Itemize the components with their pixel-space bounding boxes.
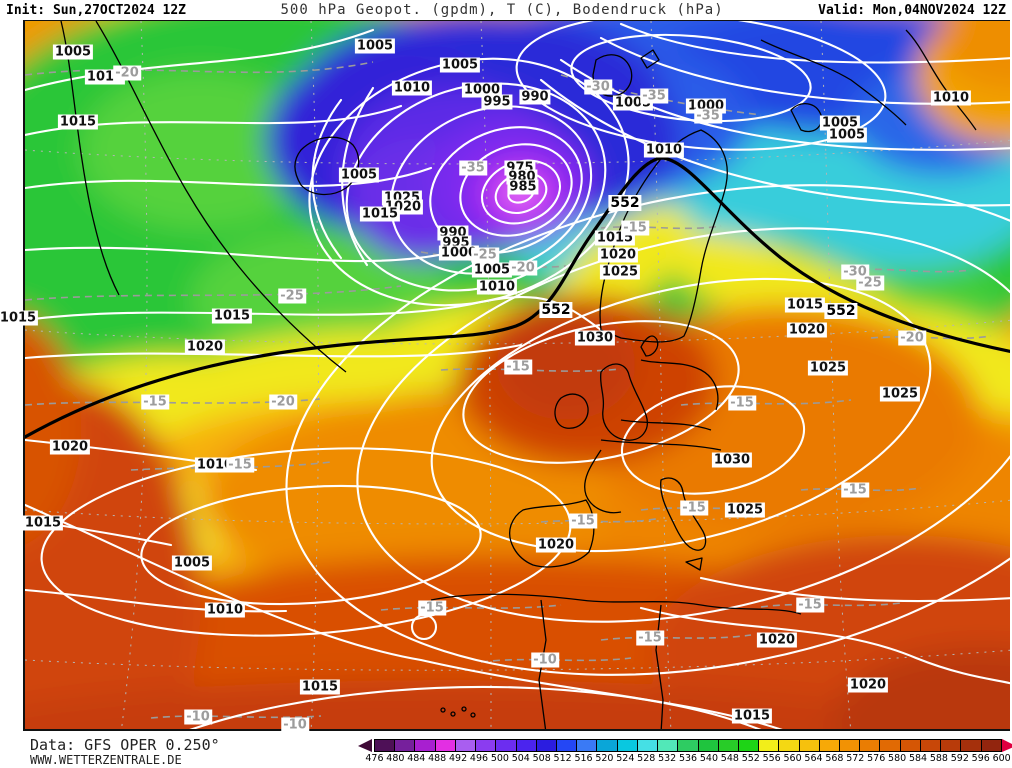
colorbar-segment [658, 740, 679, 751]
colorbar-tick: 492 [449, 753, 468, 764]
colorbar-segment [799, 740, 820, 751]
colorbar-left-arrow [358, 739, 372, 752]
chart-title: 500 hPa Geopot. (gpdm), T (C), Bodendruc… [280, 2, 724, 18]
colorbar-segment [920, 740, 942, 751]
colorbar-segment [375, 740, 396, 751]
colorbar-tick: 516 [574, 753, 593, 764]
colorbar-segment [516, 740, 537, 751]
colorbar-segment [880, 740, 901, 751]
colorbar-tick: 552 [741, 753, 760, 764]
init-time: Init: Sun,27OCT2024 12Z [6, 2, 187, 18]
footer: Data: GFS OPER 0.250° WWW.WETTERZENTRALE… [0, 733, 1012, 768]
colorbar-tick: 588 [929, 753, 948, 764]
valid-time: Valid: Mon,04NOV2024 12Z [818, 2, 1006, 18]
colorbar-segment [900, 740, 921, 751]
colorbar-tick: 484 [407, 753, 426, 764]
colorbar-segment [779, 740, 800, 751]
colorbar-tick: 512 [553, 753, 572, 764]
colorbar-segment [860, 740, 881, 751]
colorbar-segment [496, 740, 517, 751]
colorbar-tick: 528 [637, 753, 656, 764]
colorbar-segment [698, 740, 719, 751]
colorbar-tick: 576 [867, 753, 886, 764]
colorbar-ticks: 476 480 484 488 492 496 500 504 508 512 516 520 524 5… [364, 753, 1012, 764]
colorbar-segment [738, 740, 760, 751]
colorbar-tick: 580 [888, 753, 907, 764]
colorbar-tick: 500 [490, 753, 509, 764]
colorbar-segment [476, 740, 497, 751]
colorbar-segment [637, 740, 659, 751]
colorbar-segment [395, 740, 416, 751]
colorbar-tick: 600 [992, 753, 1011, 764]
colorbar-segment [819, 740, 841, 751]
colorbar-tick: 556 [762, 753, 781, 764]
colorbar-tick: 584 [908, 753, 928, 764]
colorbar-tick: 560 [783, 753, 802, 764]
weather-map [23, 20, 1010, 731]
colorbar-tick: 504 [511, 753, 530, 764]
colorbar-tick: 480 [386, 753, 405, 764]
isobars [25, 21, 1010, 729]
colorbar-segment [435, 740, 456, 751]
colorbar-tick: 536 [678, 753, 698, 764]
colorbar-segment [556, 740, 578, 751]
colorbar-tick: 572 [846, 753, 865, 764]
colorbar-segment [415, 740, 436, 751]
colorbar-tick: 524 [616, 753, 635, 764]
colorbar-segment [840, 740, 861, 751]
colorbar-tick: 592 [950, 753, 969, 764]
colorbar-segment [961, 740, 982, 751]
colorbar-tick: 488 [428, 753, 447, 764]
colorbar-segment [718, 740, 739, 751]
colorbar-right-arrow [1002, 739, 1012, 752]
colorbar-segment [981, 740, 1001, 751]
colorbar-tick: 548 [720, 753, 739, 764]
colorbar-segment [536, 740, 557, 751]
colorbar-segment [577, 740, 598, 751]
colorbar-segment [759, 740, 780, 751]
colorbar-segment [617, 740, 638, 751]
colorbar-segment [597, 740, 618, 751]
colorbar-segment [455, 740, 477, 751]
map-canvas [25, 21, 1010, 729]
colorbar [374, 739, 1002, 752]
website-link[interactable]: WWW.WETTERZENTRALE.DE [30, 753, 182, 767]
geopotential-552-contour [25, 156, 1010, 439]
colorbar-segment [678, 740, 699, 751]
colorbar-tick: 476 [365, 753, 384, 764]
colorbar-tick: 508 [532, 753, 551, 764]
colorbar-segment [941, 740, 962, 751]
colorbar-tick: 496 [469, 753, 489, 764]
colorbar-tick: 564 [804, 753, 823, 764]
title-bar: Init: Sun,27OCT2024 12Z 500 hPa Geopot. … [0, 0, 1012, 20]
colorbar-tick: 596 [971, 753, 990, 764]
colorbar-tick: 568 [825, 753, 844, 764]
colorbar-tick: 520 [595, 753, 614, 764]
colorbar-tick: 532 [658, 753, 677, 764]
colorbar-tick: 540 [699, 753, 719, 764]
data-source: Data: GFS OPER 0.250° [30, 736, 220, 754]
